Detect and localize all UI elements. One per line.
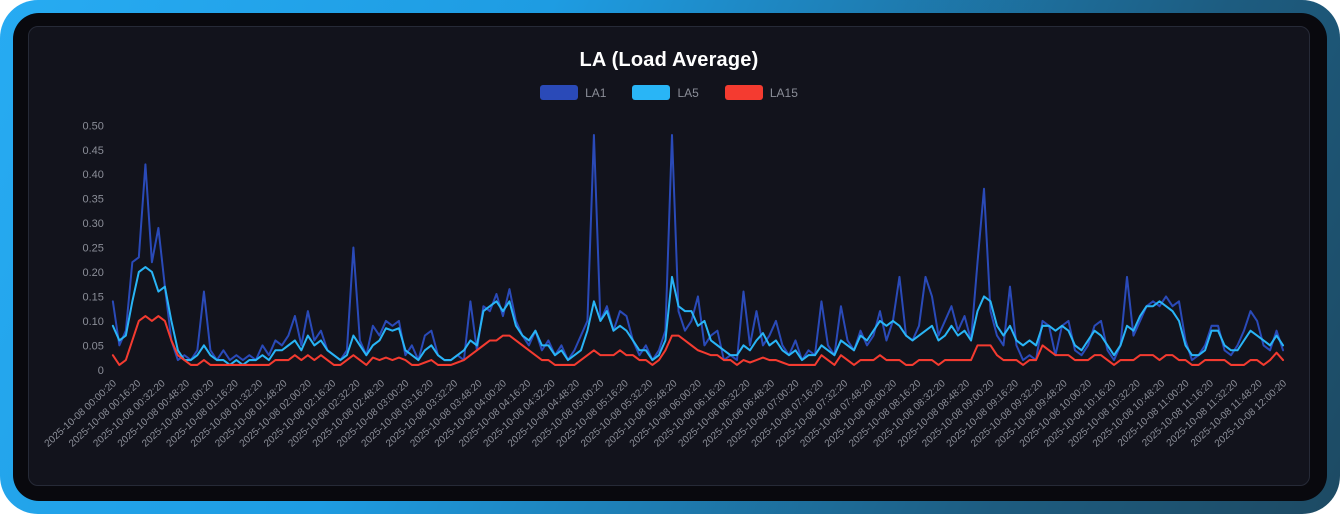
svg-text:0.20: 0.20 [83,267,104,279]
legend-item-la15[interactable]: LA15 [724,85,798,100]
chart-area: 0 0.05 0.10 0.15 0.20 0.25 0.30 0.35 0.40 0.45 0.5… [29,113,1309,485]
legend-label-la1: LA1 [585,85,607,100]
legend-label-la5: LA5 [677,85,699,100]
svg-text:0.10: 0.10 [83,316,104,328]
svg-text:0.40: 0.40 [83,169,104,181]
svg-text:0: 0 [98,365,104,377]
svg-text:0.15: 0.15 [83,291,104,303]
svg-text:0.05: 0.05 [83,340,104,352]
chart-title: LA (Load Average) [579,49,759,71]
la5-color-swatch [632,85,671,100]
la15-color-swatch [724,85,763,100]
svg-text:0.45: 0.45 [83,145,104,157]
svg-text:0.50: 0.50 [83,120,104,132]
load-average-chart[interactable]: 0 0.05 0.10 0.15 0.20 0.25 0.30 0.35 0.40 0.45 0.5… [29,113,1309,485]
legend-item-la5[interactable]: LA5 [632,85,699,100]
series-line-la15 [111,315,1285,366]
svg-text:0.30: 0.30 [83,218,104,230]
y-axis-labels: 0 0.05 0.10 0.15 0.20 0.25 0.30 0.35 0.40 0.45 0.5… [83,120,104,377]
svg-text:0.25: 0.25 [83,243,104,255]
svg-text:0.35: 0.35 [83,194,104,206]
dashboard-card: LA (Load Average) LA1 LA5 LA15 0 0.05 0.10… [13,13,1327,501]
legend-label-la15: LA15 [769,85,798,100]
series-line-la1 [111,133,1285,362]
chart-legend: LA1 LA5 LA15 [29,85,1309,100]
chart-panel: LA (Load Average) LA1 LA5 LA15 0 0.05 0.10… [28,26,1310,486]
la1-color-swatch [540,85,579,100]
series-line-la5 [111,266,1285,366]
legend-item-la1[interactable]: LA1 [540,85,606,100]
